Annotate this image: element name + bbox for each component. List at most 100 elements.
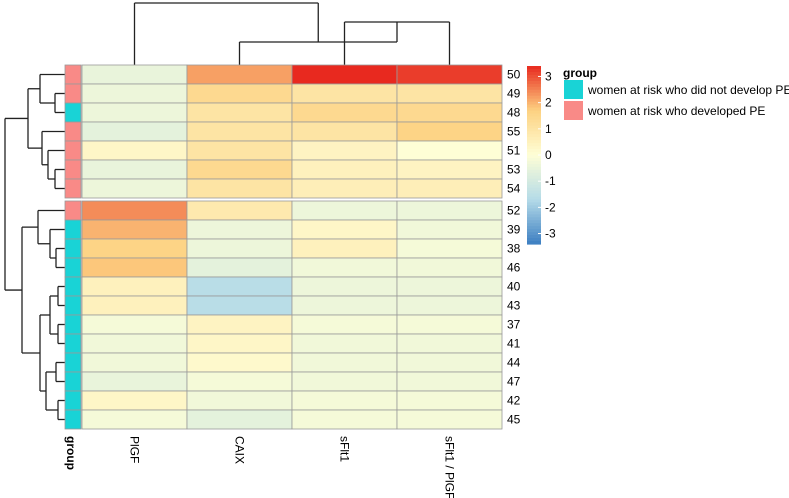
heatmap-cell bbox=[81, 83, 188, 104]
heatmap-cells bbox=[81, 64, 503, 430]
heatmap-cell bbox=[396, 200, 503, 221]
heatmap-cell bbox=[396, 295, 503, 316]
heatmap-cell bbox=[396, 390, 503, 411]
heatmap-cell bbox=[81, 140, 188, 161]
color-scale-segment bbox=[527, 134, 541, 138]
group-legend-title: group bbox=[563, 66, 597, 80]
color-scale-legend: 3 2 1 0 -1 -2 -3 bbox=[527, 66, 556, 245]
heatmap-cell bbox=[291, 257, 398, 278]
heatmap-cell bbox=[81, 64, 188, 85]
color-scale-segment bbox=[527, 86, 541, 91]
row-label: 43 bbox=[507, 299, 521, 313]
color-scale-segment bbox=[527, 196, 541, 201]
color-scale-segment bbox=[527, 146, 541, 150]
color-scale-segment bbox=[527, 205, 541, 209]
color-scale-tick-label: -2 bbox=[545, 200, 556, 214]
heatmap-cell bbox=[291, 200, 398, 221]
group-legend-swatch bbox=[564, 101, 583, 120]
color-scale-segment bbox=[527, 160, 541, 165]
color-scale-segment bbox=[527, 199, 541, 204]
heatmap-cell bbox=[291, 102, 398, 123]
row-label: 49 bbox=[507, 87, 521, 101]
heatmap-cell bbox=[291, 371, 398, 392]
heatmap-cell bbox=[186, 219, 293, 240]
heatmap-cell bbox=[81, 371, 188, 392]
color-scale-segment bbox=[527, 101, 541, 106]
group-legend-label: women at risk who developed PE bbox=[587, 104, 765, 118]
heatmap-cell bbox=[81, 200, 188, 221]
color-scale-segment bbox=[527, 66, 541, 70]
heatmap-cell bbox=[81, 295, 188, 316]
row-dendrogram bbox=[4, 73, 65, 421]
color-scale-tick-label: 1 bbox=[545, 122, 552, 136]
color-scale-segment bbox=[527, 80, 541, 85]
heatmap-cell bbox=[81, 409, 188, 430]
color-scale-segment bbox=[527, 140, 541, 144]
color-scale-segment bbox=[527, 238, 541, 242]
heatmap-cell bbox=[186, 140, 293, 161]
color-scale-segment bbox=[527, 98, 541, 103]
color-scale-segment bbox=[527, 181, 541, 186]
color-scale-segment bbox=[527, 83, 541, 88]
heatmap-cell bbox=[291, 83, 398, 104]
heatmap-cell bbox=[291, 159, 398, 180]
group-annotation-cell bbox=[64, 314, 82, 335]
color-scale-segment bbox=[527, 92, 541, 97]
group-legend: group women at risk who did not develop … bbox=[563, 66, 789, 120]
group-legend-swatch bbox=[564, 80, 583, 99]
heatmap-cell bbox=[186, 200, 293, 221]
heatmap-cell bbox=[81, 333, 188, 354]
color-scale-segment bbox=[527, 125, 541, 129]
color-scale-segment bbox=[527, 169, 541, 174]
color-scale-tick-label: -3 bbox=[545, 227, 556, 241]
heatmap-cell bbox=[396, 257, 503, 278]
heatmap-cell bbox=[81, 276, 188, 297]
color-scale-segment bbox=[527, 232, 541, 236]
color-scale-segment bbox=[527, 128, 541, 132]
heatmap-cell bbox=[81, 219, 188, 240]
color-scale-segment bbox=[527, 71, 541, 76]
color-scale-segment bbox=[527, 74, 541, 79]
group-annotation-cell bbox=[64, 121, 82, 142]
row-label: 46 bbox=[507, 261, 521, 275]
row-label: 48 bbox=[507, 106, 521, 120]
row-label: 44 bbox=[507, 356, 521, 370]
heatmap-cell bbox=[186, 276, 293, 297]
heatmap-cell bbox=[291, 295, 398, 316]
color-scale-tick-label: -1 bbox=[545, 174, 556, 188]
column-label: CAIX bbox=[233, 436, 247, 464]
heatmap-cell bbox=[186, 121, 293, 142]
color-scale-segment bbox=[527, 214, 541, 218]
heatmap-cell bbox=[81, 159, 188, 180]
heatmap-cell bbox=[396, 238, 503, 259]
heatmap-cell bbox=[81, 257, 188, 278]
color-scale-segment bbox=[527, 122, 541, 126]
heatmap-cell bbox=[81, 238, 188, 259]
heatmap-cell bbox=[186, 390, 293, 411]
color-scale-segment bbox=[527, 89, 541, 94]
color-scale-segment bbox=[527, 202, 541, 207]
color-scale-segment bbox=[527, 178, 541, 183]
row-label: 37 bbox=[507, 318, 521, 332]
color-scale-segment bbox=[527, 104, 541, 109]
heatmap-cell bbox=[186, 295, 293, 316]
row-label: 38 bbox=[507, 242, 521, 256]
group-annotation-cell bbox=[64, 102, 82, 123]
column-label: sFlt1 / PlGF bbox=[443, 436, 457, 498]
group-annotation-cell bbox=[64, 371, 82, 392]
color-scale-segment bbox=[527, 235, 541, 239]
heatmap-cell bbox=[291, 390, 398, 411]
row-label: 55 bbox=[507, 125, 521, 139]
color-scale-segment bbox=[527, 166, 541, 171]
heatmap-cell bbox=[186, 102, 293, 123]
group-annotation-cell bbox=[64, 159, 82, 180]
group-annotation-cell bbox=[64, 257, 82, 278]
color-scale-segment bbox=[527, 77, 541, 82]
heatmap-cell bbox=[186, 333, 293, 354]
row-label: 53 bbox=[507, 163, 521, 177]
row-label: 52 bbox=[507, 204, 521, 218]
color-scale-segment bbox=[527, 184, 541, 189]
heatmap-cell bbox=[396, 140, 503, 161]
heatmap-cell bbox=[396, 276, 503, 297]
